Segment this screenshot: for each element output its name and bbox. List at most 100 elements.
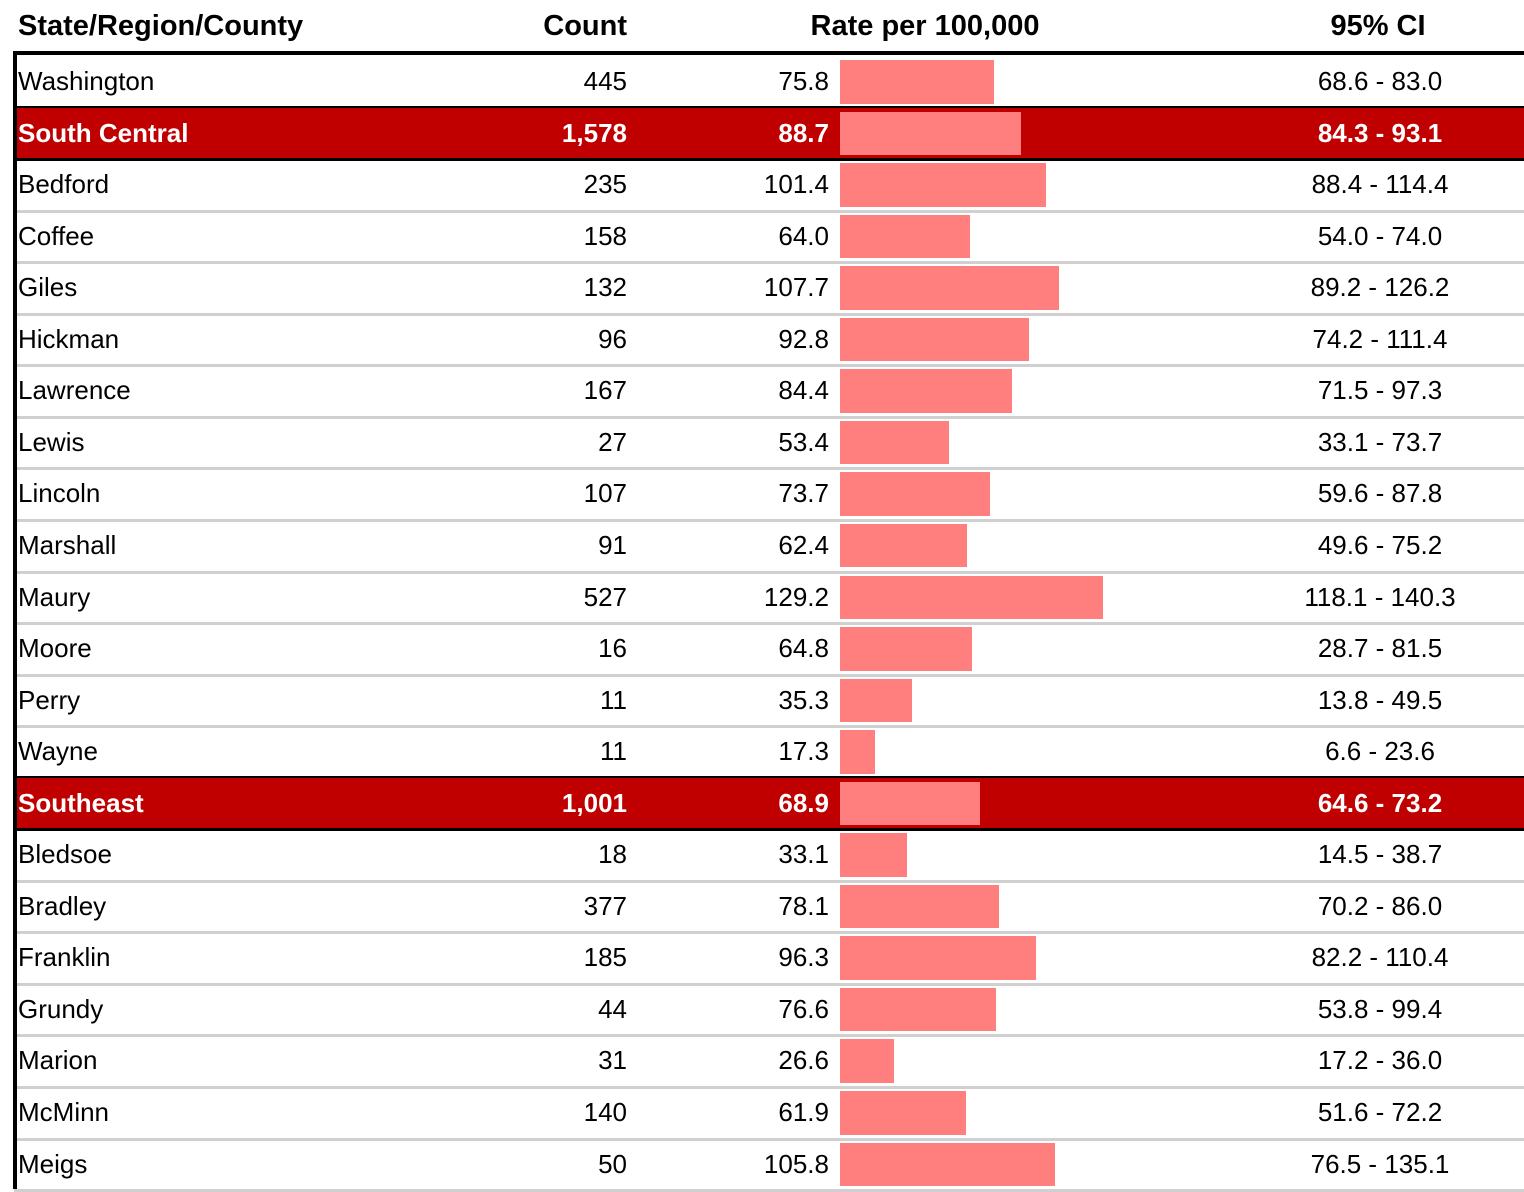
row-count: 16 — [598, 633, 627, 664]
row-name: Franklin — [18, 942, 111, 973]
rate-bar — [840, 627, 972, 671]
row-name: Moore — [18, 633, 92, 664]
row-separator — [14, 157, 1524, 161]
row-rate: 73.7 — [778, 478, 829, 509]
row-name: Lewis — [18, 426, 85, 457]
rate-bar — [840, 111, 1021, 156]
header-cell: Rate per 100,000 — [810, 10, 1040, 42]
row-ci: 28.7 - 81.5 — [1317, 633, 1443, 664]
row-rate: 84.4 — [778, 375, 829, 406]
row-separator — [14, 879, 1524, 883]
row-separator — [14, 415, 1524, 419]
row-rate: 75.8 — [778, 66, 829, 96]
rate-bar — [840, 833, 908, 877]
rate-bar — [840, 472, 990, 516]
row-count: 50 — [598, 1148, 627, 1179]
row-name: Bedford — [18, 169, 110, 200]
row-ci: 51.6 - 72.2 — [1317, 1097, 1443, 1127]
row-ci: 76.5 - 135.1 — [1310, 1148, 1450, 1179]
row-ci: 13.8 - 49.5 — [1317, 684, 1443, 715]
row-ci: 74.2 - 111.4 — [1312, 323, 1448, 354]
row-rate: 68.9 — [778, 787, 829, 818]
row-separator — [14, 827, 1524, 831]
row-rate: 33.1 — [778, 839, 829, 870]
row-name: Hickman — [18, 323, 120, 354]
row-rate: 101.4 — [763, 169, 829, 200]
rate-bar — [840, 884, 999, 929]
row-count: 91 — [598, 529, 627, 560]
row-ci: 17.2 - 36.0 — [1317, 1045, 1443, 1076]
rate-bar — [840, 730, 876, 774]
row-count: 185 — [583, 942, 627, 973]
rate-bar — [840, 317, 1029, 362]
row-count: 27 — [598, 426, 627, 457]
row-name: South Central — [18, 117, 189, 148]
row-count: 31 — [598, 1045, 627, 1076]
row-separator — [14, 1034, 1524, 1038]
header-cell: Count — [543, 10, 627, 42]
rate-bar — [840, 163, 1047, 207]
row-rate: 62.4 — [778, 529, 829, 560]
rate-bar — [840, 60, 995, 104]
row-rate: 76.6 — [778, 993, 829, 1024]
rate-bar — [840, 266, 1060, 310]
row-count: 11 — [600, 684, 627, 715]
rate-bar — [840, 575, 1103, 620]
row-rate: 96.3 — [778, 942, 829, 973]
row-name: Washington — [18, 66, 155, 96]
row-separator — [14, 931, 1524, 935]
row-separator — [14, 518, 1524, 522]
row-rate: 107.7 — [763, 272, 829, 303]
row-ci: 89.2 - 126.2 — [1310, 272, 1450, 303]
row-rate: 88.7 — [778, 117, 829, 148]
row-ci: 68.6 - 83.0 — [1317, 66, 1443, 96]
row-rate: 64.8 — [778, 633, 829, 664]
row-separator — [14, 725, 1524, 729]
row-separator — [14, 209, 1524, 213]
row-rate: 53.4 — [778, 426, 829, 457]
row-rate: 35.3 — [778, 684, 829, 715]
row-name: Lawrence — [18, 375, 131, 406]
row-separator — [14, 673, 1524, 677]
row-separator — [14, 1137, 1524, 1141]
row-ci: 70.2 - 86.0 — [1317, 890, 1443, 921]
row-count: 44 — [598, 993, 627, 1024]
row-name: Marion — [18, 1045, 98, 1076]
row-count: 158 — [583, 220, 627, 251]
row-separator — [14, 622, 1524, 626]
row-name: McMinn — [18, 1097, 110, 1127]
row-rate: 61.9 — [778, 1097, 829, 1127]
row-count: 96 — [598, 323, 627, 354]
row-ci: 53.8 - 99.4 — [1317, 993, 1443, 1024]
row-count: 18 — [598, 839, 627, 870]
header-rule — [14, 51, 1524, 55]
row-ci: 54.0 - 74.0 — [1317, 220, 1443, 251]
row-count: 1,001 — [561, 787, 627, 818]
rate-bar — [840, 678, 912, 723]
rate-bar — [840, 1039, 895, 1083]
row-count: 132 — [583, 272, 627, 303]
rate-bar — [840, 214, 971, 259]
row-name: Grundy — [18, 993, 104, 1024]
rate-bar — [840, 1091, 966, 1135]
row-count: 140 — [583, 1097, 627, 1127]
row-name: Maury — [18, 581, 91, 612]
row-count: 107 — [583, 478, 627, 509]
left-border — [13, 51, 17, 1189]
row-name: Perry — [18, 684, 81, 715]
row-count: 11 — [600, 736, 627, 767]
row-rate: 78.1 — [778, 890, 829, 921]
row-count: 527 — [583, 581, 627, 612]
row-name: Meigs — [18, 1148, 88, 1179]
row-ci: 59.6 - 87.8 — [1317, 478, 1443, 509]
row-rate: 129.2 — [763, 581, 829, 612]
row-name: Wayne — [18, 736, 98, 767]
row-separator — [14, 1086, 1524, 1089]
row-rate: 105.8 — [763, 1148, 829, 1179]
rate-bar — [840, 987, 996, 1032]
row-name: Southeast — [18, 787, 144, 818]
row-separator — [14, 364, 1524, 368]
row-rate: 64.0 — [778, 220, 829, 251]
row-ci: 88.4 - 114.4 — [1311, 169, 1449, 200]
header-cell: State/Region/County — [18, 10, 304, 42]
